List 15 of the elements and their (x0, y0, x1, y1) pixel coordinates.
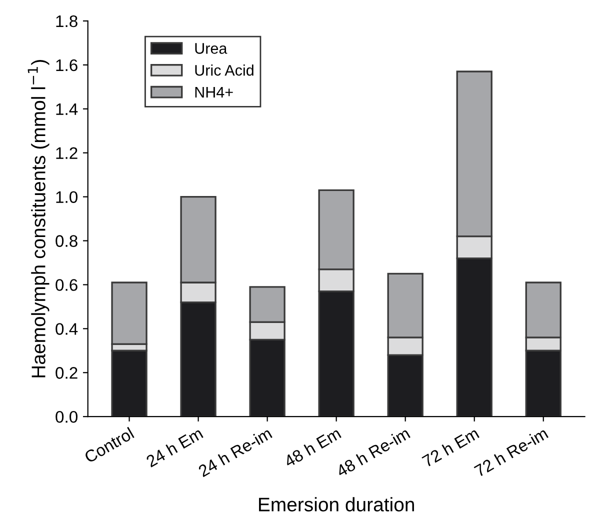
y-axis-title: Haemolymph constituents (mmol l$^{−1}$) (28, 60, 50, 378)
legend-label: Uric Acid (195, 64, 254, 76)
legend-label: Urea (195, 43, 228, 54)
y-tick-label: 0.2 (56, 367, 78, 379)
y-tick-label: 1.8 (56, 15, 78, 28)
y-tick-label: 0.6 (56, 279, 78, 291)
legend-label: NH4+ (195, 86, 233, 98)
y-tick-label: 1.4 (56, 103, 78, 115)
y-tick-label: 0.0 (56, 410, 78, 423)
y-tick-label: 1.2 (56, 147, 78, 159)
y-tick-label: 1.0 (56, 191, 78, 203)
x-axis-title: Emersion duration (259, 497, 414, 512)
y-tick-label: 0.4 (56, 323, 78, 335)
y-tick-label: 1.6 (56, 59, 78, 72)
y-tick-label: 0.8 (56, 235, 78, 247)
